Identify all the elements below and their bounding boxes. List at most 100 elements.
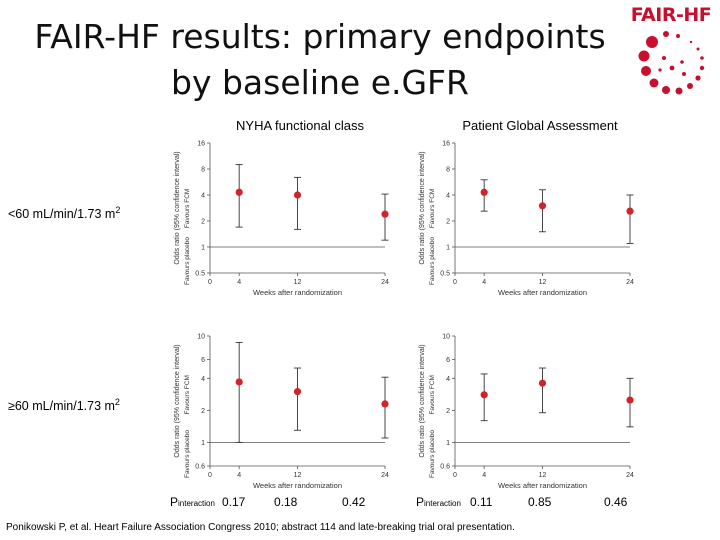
y-tick-label: 1 (201, 440, 205, 447)
data-point (538, 379, 547, 387)
data-point (626, 396, 634, 404)
y-tick-label: 4 (201, 376, 205, 383)
data-point-group (235, 164, 243, 228)
y-axis-label: Odds ratio (95% confidence interval) (419, 344, 426, 457)
x-tick-label: 4 (482, 279, 486, 286)
x-tick-label: 12 (294, 472, 302, 479)
y-tick-label: 6 (446, 357, 450, 364)
x-tick-label: 4 (237, 472, 241, 479)
data-point (480, 188, 488, 196)
y-tick-label: 6 (201, 357, 205, 364)
y-favours-placebo-label: Favours placebo (184, 237, 191, 285)
y-tick-label: 1 (446, 440, 450, 447)
y-tick-label: 0.5 (440, 271, 450, 278)
p-letter: P (170, 495, 179, 509)
y-favours-fcm-label: Favours FCM (429, 189, 436, 228)
row-label-egfr-below-60: <60 mL/min/1.73 m2 (8, 205, 120, 221)
column-header-pga: Patient Global Assessment (462, 118, 618, 133)
data-point-group (626, 377, 634, 428)
y-favours-placebo-label: Favours placebo (429, 237, 436, 285)
slide-title-line2: by baseline e.GFR (171, 63, 469, 102)
slide-title-line1: FAIR-HF results: primary endpoints (34, 17, 606, 56)
y-tick-label: 1 (446, 245, 450, 252)
x-tick-label: 24 (381, 279, 389, 286)
data-point-group (626, 194, 634, 244)
chart-panel-pga-low-egfr: Odds ratio (95% confidence interval) Favo… (419, 141, 634, 298)
p-interaction-row-nyha: Pinteraction 0.17 0.18 0.42 (170, 495, 400, 515)
data-point (381, 400, 389, 408)
data-point (293, 191, 302, 199)
row-label-text: <60 mL/min/1.73 m (8, 207, 116, 222)
slide-title: FAIR-HF results: primary endpoints by ba… (20, 14, 620, 106)
x-tick-label: 12 (539, 279, 547, 286)
y-tick-label: 8 (201, 167, 205, 174)
x-tick-label: 12 (539, 472, 547, 479)
data-point-group (538, 367, 547, 414)
row-label-sup: 2 (115, 205, 121, 215)
y-favours-fcm-label: Favours FCM (429, 375, 436, 414)
x-tick-label: 4 (482, 472, 486, 479)
p-value: 0.18 (274, 495, 298, 509)
y-tick-label: 10 (197, 334, 205, 341)
data-point (626, 207, 634, 215)
p-value: 0.85 (528, 495, 552, 509)
chart-panel-nyha-low-egfr: Odds ratio (95% confidence interval) Favo… (174, 141, 389, 298)
y-favours-placebo-label: Favours placebo (429, 430, 436, 478)
data-point-group (235, 341, 243, 443)
chart-panel-pga-high-egfr: Odds ratio (95% confidence interval) Favo… (419, 334, 634, 491)
data-point (293, 388, 302, 396)
p-value: 0.42 (342, 495, 366, 509)
x-axis-label: Weeks after randomization (253, 481, 342, 490)
p-value: 0.17 (222, 495, 246, 509)
data-point (235, 378, 243, 386)
x-axis-label: Weeks after randomization (253, 288, 342, 297)
p-letter: P (416, 495, 425, 509)
data-point-group (381, 376, 389, 439)
y-tick-label: 2 (201, 408, 205, 415)
y-tick-label: 0.6 (195, 464, 205, 471)
p-value: 0.11 (470, 495, 493, 509)
y-axis-label: Odds ratio (95% confidence interval) (174, 344, 181, 457)
chart-panel-nyha-high-egfr: Odds ratio (95% confidence interval) Favo… (174, 334, 389, 491)
p-subscript: interaction (178, 499, 215, 508)
y-tick-label: 2 (446, 408, 450, 415)
x-tick-label: 24 (381, 472, 389, 479)
y-tick-label: 16 (197, 141, 205, 148)
data-point (538, 202, 547, 210)
row-label-sup: 2 (114, 397, 120, 407)
data-point-group (480, 179, 488, 212)
p-value: 0.46 (604, 495, 628, 509)
data-point-group (381, 193, 389, 241)
y-tick-label: 0.5 (195, 271, 205, 278)
x-tick-label: 24 (626, 472, 634, 479)
y-tick-label: 4 (446, 376, 450, 383)
data-point-group (293, 176, 302, 230)
citation: Ponikowski P, et al. Heart Failure Assoc… (6, 522, 515, 533)
p-interaction-label: Pinteraction (416, 495, 461, 509)
x-tick-label: 0 (453, 279, 457, 286)
y-tick-label: 4 (201, 193, 205, 200)
row-label-egfr-above-60: ≥60 mL/min/1.73 m2 (8, 397, 120, 413)
p-interaction-row-pga: Pinteraction 0.11 0.85 0.46 (416, 495, 646, 515)
x-axis-label: Weeks after randomization (498, 288, 587, 297)
y-axis-label: Odds ratio (95% confidence interval) (174, 151, 181, 264)
y-tick-label: 1 (201, 245, 205, 252)
y-favours-placebo-label: Favours placebo (184, 430, 191, 478)
p-subscript: interaction (424, 499, 461, 508)
data-point-group (480, 373, 488, 422)
data-point (235, 188, 243, 196)
x-tick-label: 4 (237, 279, 241, 286)
y-tick-label: 10 (442, 334, 450, 341)
data-point-group (538, 189, 547, 233)
x-tick-label: 0 (208, 472, 212, 479)
y-tick-label: 2 (201, 219, 205, 226)
x-tick-label: 24 (626, 279, 634, 286)
y-tick-label: 16 (442, 141, 450, 148)
data-point (381, 210, 389, 218)
y-tick-label: 2 (446, 219, 450, 226)
logo-dots-icon (638, 31, 705, 95)
y-axis-label: Odds ratio (95% confidence interval) (419, 151, 426, 264)
x-tick-label: 0 (453, 472, 457, 479)
y-favours-fcm-label: Favours FCM (184, 375, 191, 414)
y-favours-fcm-label: Favours FCM (184, 189, 191, 228)
